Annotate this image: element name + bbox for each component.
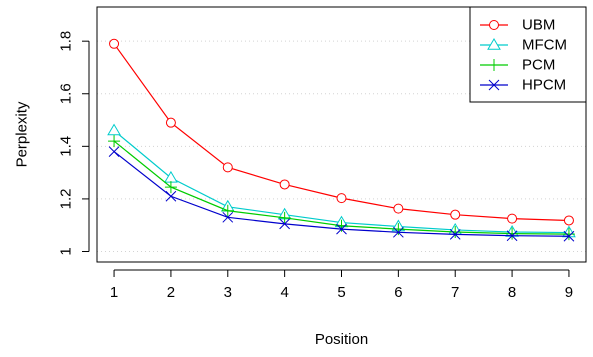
x-tick-label: 2: [167, 284, 175, 301]
point-marker: [108, 146, 120, 157]
series-ubm: [109, 38, 574, 226]
point-marker: [563, 215, 574, 226]
legend-label: MFCM: [522, 37, 567, 54]
point-marker: [489, 20, 499, 30]
series-hpcm: [108, 146, 575, 242]
x-tick-label: 1: [110, 284, 118, 301]
point-marker: [506, 230, 518, 242]
legend: UBM MFCM PCM HPCM: [469, 6, 587, 103]
axis-layer: 1 2 3 4 5 6 7 8 9 1 1.2 1.4 1.6 1.8: [58, 31, 574, 301]
point-marker: [279, 179, 290, 190]
point-marker: [392, 223, 405, 236]
y-tick-label: 1.2: [58, 188, 75, 209]
point-marker: [563, 230, 575, 242]
x-tick-label: 9: [565, 284, 573, 301]
x-tick-label: 6: [394, 284, 402, 301]
point-marker: [506, 227, 519, 240]
x-axis-title: Position: [315, 331, 368, 348]
point-marker: [164, 181, 177, 194]
series-layer: [107, 38, 576, 242]
point-marker: [393, 203, 404, 214]
legend-item-mfcm: MFCM: [480, 37, 567, 54]
point-marker: [279, 218, 290, 230]
point-marker: [393, 226, 404, 238]
legend-item-pcm: PCM: [480, 57, 555, 74]
point-marker: [165, 117, 176, 128]
legend-label: HPCM: [522, 77, 566, 94]
point-marker: [336, 193, 347, 204]
x-tick-label: 4: [280, 284, 288, 301]
y-tick-label: 1.8: [58, 31, 75, 52]
point-marker: [222, 162, 233, 173]
point-marker: [222, 211, 234, 223]
legend-label: PCM: [522, 57, 555, 74]
point-marker: [507, 213, 518, 224]
point-marker: [221, 204, 234, 217]
point-marker: [488, 59, 500, 71]
x-tick-label: 8: [508, 284, 516, 301]
y-axis-title: Perplexity: [14, 101, 31, 167]
point-marker: [278, 211, 291, 224]
legend-item-ubm: UBM: [480, 17, 555, 34]
point-marker: [562, 228, 575, 241]
point-marker: [449, 226, 462, 239]
y-tick-label: 1.6: [58, 83, 75, 104]
point-marker: [336, 223, 347, 235]
legend-label: UBM: [522, 17, 555, 34]
point-marker: [109, 38, 120, 49]
legend-box: [469, 6, 587, 103]
plot-frame: [96, 6, 587, 263]
series-pcm: [108, 135, 575, 241]
y-tick-label: 1.4: [58, 136, 75, 157]
y-tick-label: 1: [58, 247, 75, 255]
point-marker: [488, 79, 500, 91]
point-marker: [165, 190, 177, 202]
legend-item-hpcm: HPCM: [480, 77, 566, 94]
point-marker: [108, 135, 121, 148]
x-tick-label: 7: [451, 284, 459, 301]
point-marker: [487, 38, 501, 50]
point-marker: [449, 229, 461, 240]
x-tick-label: 3: [224, 284, 232, 301]
point-marker: [450, 209, 461, 220]
point-marker: [107, 123, 121, 136]
x-tick-label: 5: [337, 284, 345, 301]
